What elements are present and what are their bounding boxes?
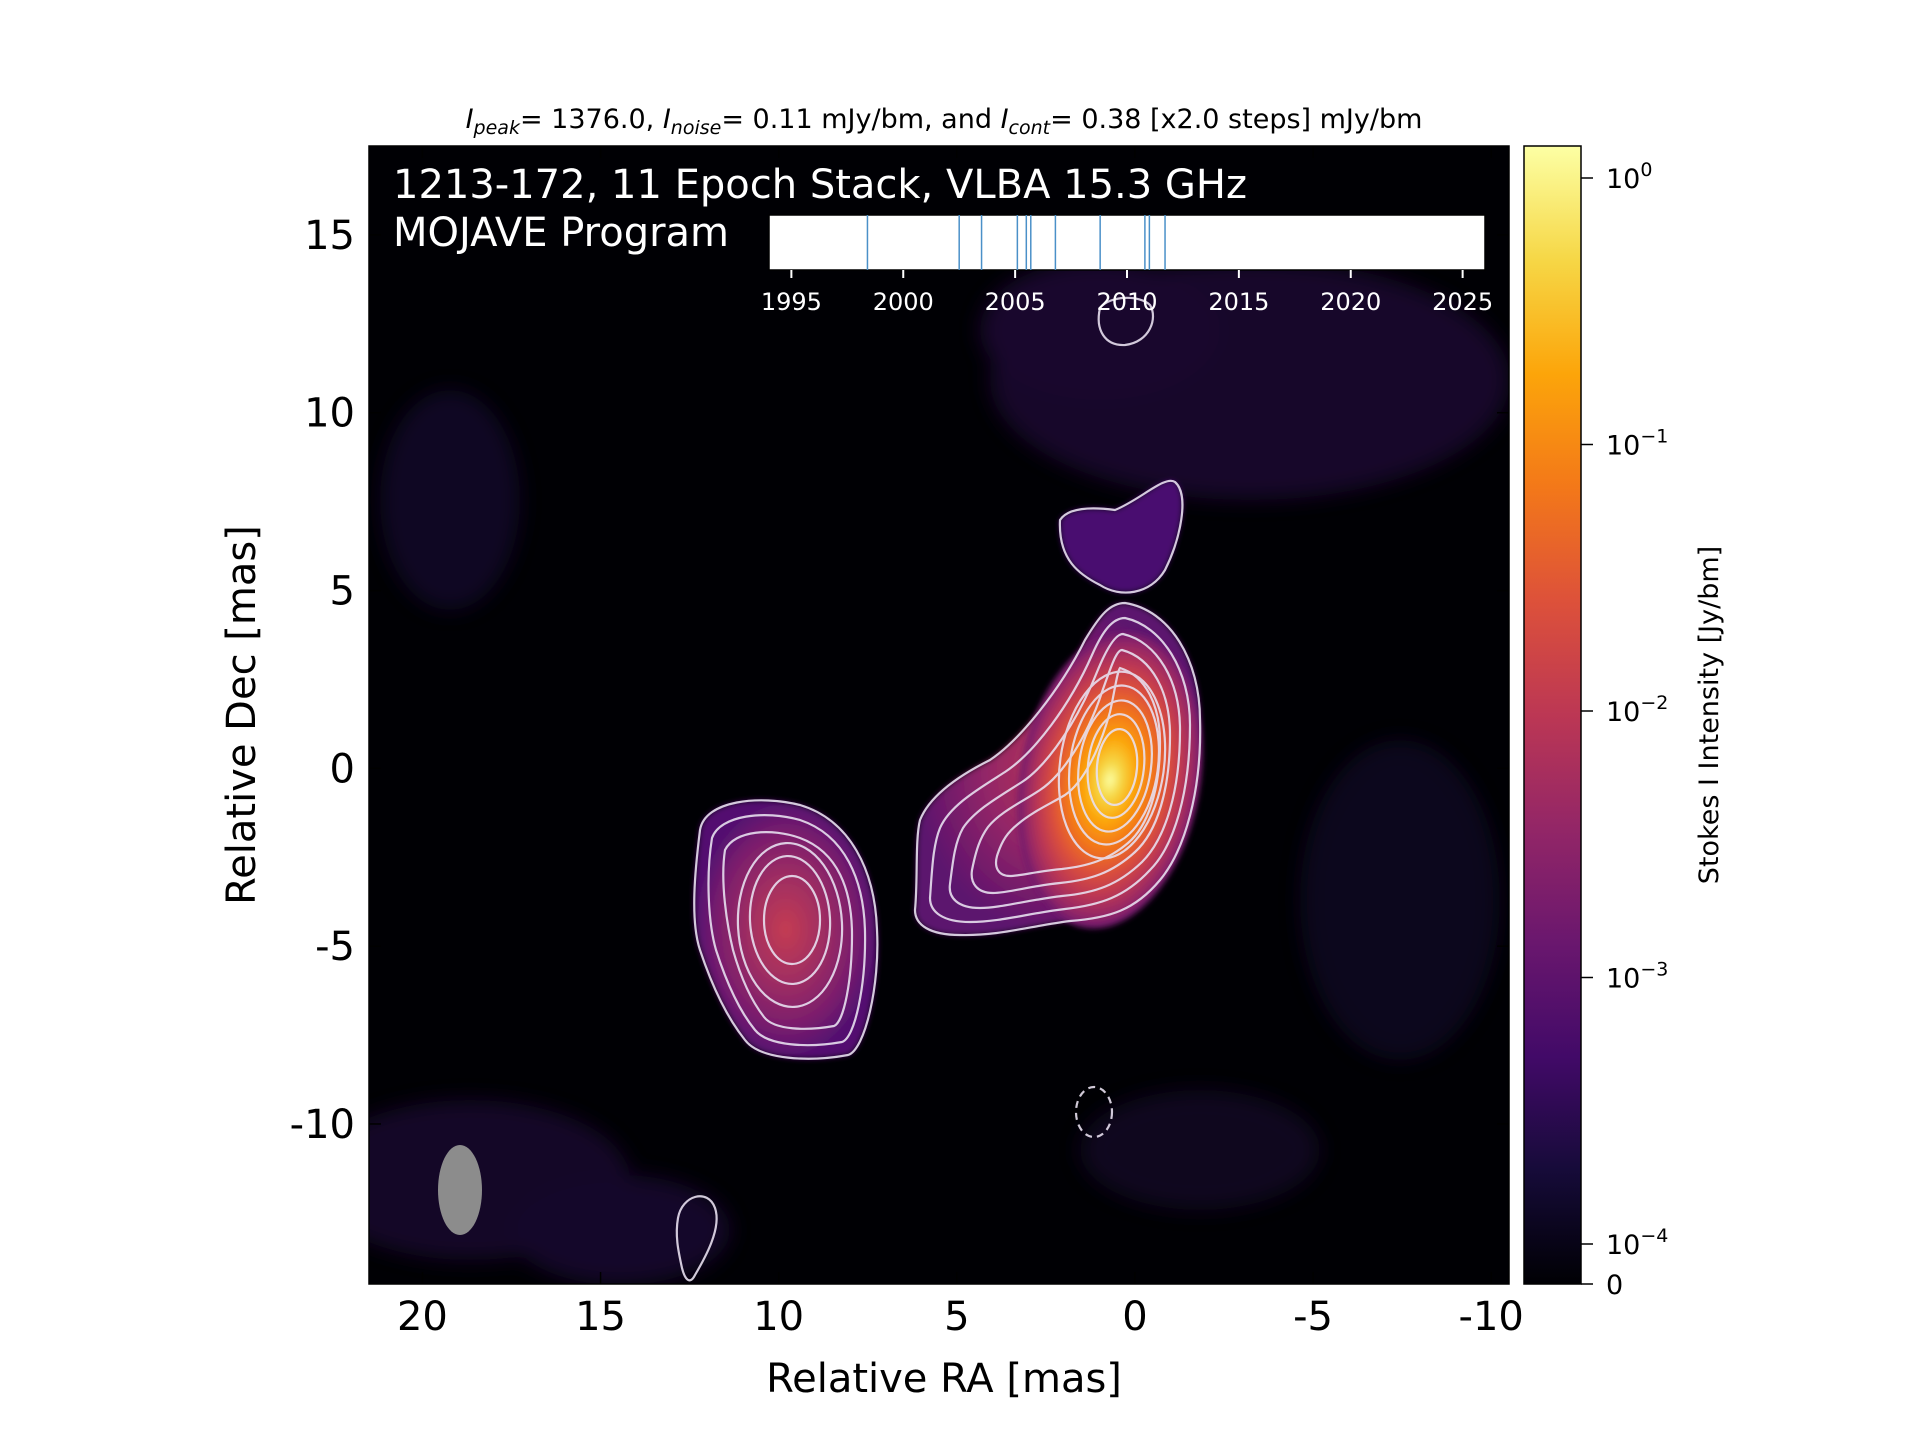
timeline-tick-label: 1995 [761,288,822,316]
timeline-tick-label: 2000 [873,288,934,316]
colorbar-tick-label: 100 [1606,159,1652,195]
timeline-tick-label: 2005 [985,288,1046,316]
contours [675,296,1202,1282]
beam-ellipse [438,1145,482,1235]
timeline-tick-label: 2015 [1208,288,1269,316]
y-tick-label: -10 [290,1102,355,1148]
colorbar-tick-label: 10−4 [1606,1225,1668,1261]
timeline-tick-label: 2025 [1432,288,1493,316]
y-tick-label: 10 [304,391,355,437]
timeline-ticks: 1995 2000 2005 2010 2015 2020 2025 [761,270,1493,316]
x-tick-label: 0 [1122,1294,1147,1340]
epoch-timeline: 1995 2000 2005 2010 2015 2020 2025 [761,214,1493,316]
x-tick-label: -10 [1459,1294,1524,1340]
x-tick-label: 10 [753,1294,804,1340]
colorbar-tick-label: 10−3 [1606,959,1668,995]
y-tick-label: 15 [304,213,355,259]
annotation-line-2: MOJAVE Program [393,210,729,256]
y-tick-label: 0 [330,746,355,792]
timeline-tick-label: 2020 [1320,288,1381,316]
y-tick-label: 5 [330,569,355,615]
x-axis-ticks: 20 15 10 5 0 -5 -10 [397,146,1524,1340]
x-tick-label: 5 [944,1294,969,1340]
colorbar-tick-label: 10−2 [1606,692,1668,728]
y-axis-ticks: 15 10 5 0 -5 -10 [290,213,1509,1148]
annotation-line-1: 1213-172, 11 Epoch Stack, VLBA 15.3 GHz [393,162,1247,208]
x-tick-label: 20 [397,1294,448,1340]
timeline-tick-label: 2010 [1096,288,1157,316]
colorbar-gradient [1523,145,1582,1285]
epoch-lines [866,215,1166,270]
secondary-component [694,800,878,1059]
y-tick-label: -5 [315,924,355,970]
plot-frame [368,145,1510,1285]
x-axis-label: Relative RA [mas] [766,1356,1122,1402]
x-tick-label: -5 [1293,1294,1333,1340]
colorbar-tick-label: 0 [1606,1270,1623,1301]
x-tick-label: 15 [575,1294,626,1340]
colorbar-label: Stokes I Intensity [Jy/bm] [1694,546,1725,884]
plot-title: Ipeak= 1376.0, Inoise= 0.11 mJy/bm, and … [466,104,1423,139]
timeline-box [768,214,1486,271]
colorbar: 10−4 10−3 10−2 10−1 100 0 Stokes I Intensity … [1523,145,1725,1301]
y-axis-label: Relative Dec [mas] [219,525,265,905]
background-haze [369,260,1509,1284]
colorbar-tick-label: 10−1 [1606,426,1668,462]
colorbar-ticks: 10−4 10−3 10−2 10−1 100 0 [1581,159,1668,1301]
